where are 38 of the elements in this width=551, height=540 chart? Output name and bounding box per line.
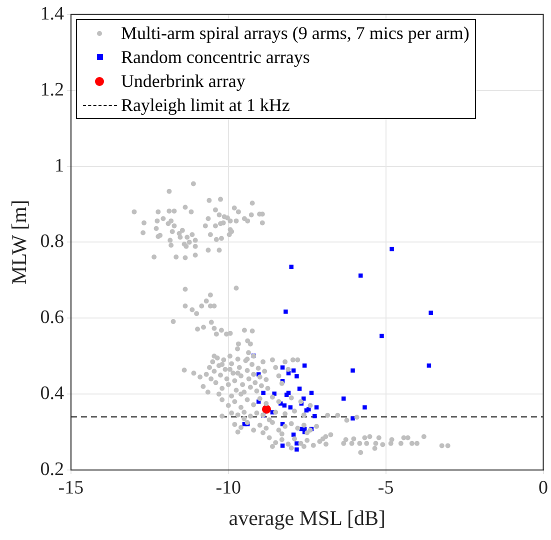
x-axis-title: average MSL [dB] xyxy=(228,506,386,530)
legend-label: Random concentric arrays xyxy=(120,46,310,70)
point xyxy=(284,310,288,314)
y-tick-label: 0.6 xyxy=(40,307,64,328)
y-tick-label: 1 xyxy=(54,155,64,176)
y-tick-label: 1.2 xyxy=(40,79,64,100)
point xyxy=(261,390,266,396)
y-tick-label: 1.4 xyxy=(40,3,64,24)
point xyxy=(390,246,394,252)
point xyxy=(262,404,271,414)
point xyxy=(280,444,285,448)
point xyxy=(291,432,296,437)
point xyxy=(294,441,299,446)
point xyxy=(297,386,302,391)
x-tick-label: -5 xyxy=(378,477,394,498)
legend-label: Rayleigh limit at 1 kHz xyxy=(120,94,290,118)
point xyxy=(289,264,294,269)
point xyxy=(428,310,433,315)
point xyxy=(380,334,384,338)
x-tick-label: -10 xyxy=(216,477,242,498)
point xyxy=(362,405,367,410)
x-tick-label: -15 xyxy=(58,477,84,498)
point xyxy=(314,405,319,410)
point xyxy=(350,368,355,373)
point xyxy=(312,414,317,418)
point xyxy=(294,374,299,378)
y-axis-title: MLW [m] xyxy=(7,200,32,285)
y-tick-label: 0.2 xyxy=(40,458,64,480)
x-tick-label: 0 xyxy=(538,477,548,498)
y-tick-label: 0.4 xyxy=(40,383,64,404)
legend-label: Underbrink array xyxy=(120,70,246,94)
legend-label: Multi-arm spiral arrays (9 arms, 7 mics per arm) xyxy=(120,22,470,46)
point xyxy=(288,405,293,410)
y-tick-label: 0.8 xyxy=(40,231,64,252)
point xyxy=(350,416,355,420)
point xyxy=(306,407,311,412)
point xyxy=(302,396,306,401)
point xyxy=(294,447,299,452)
